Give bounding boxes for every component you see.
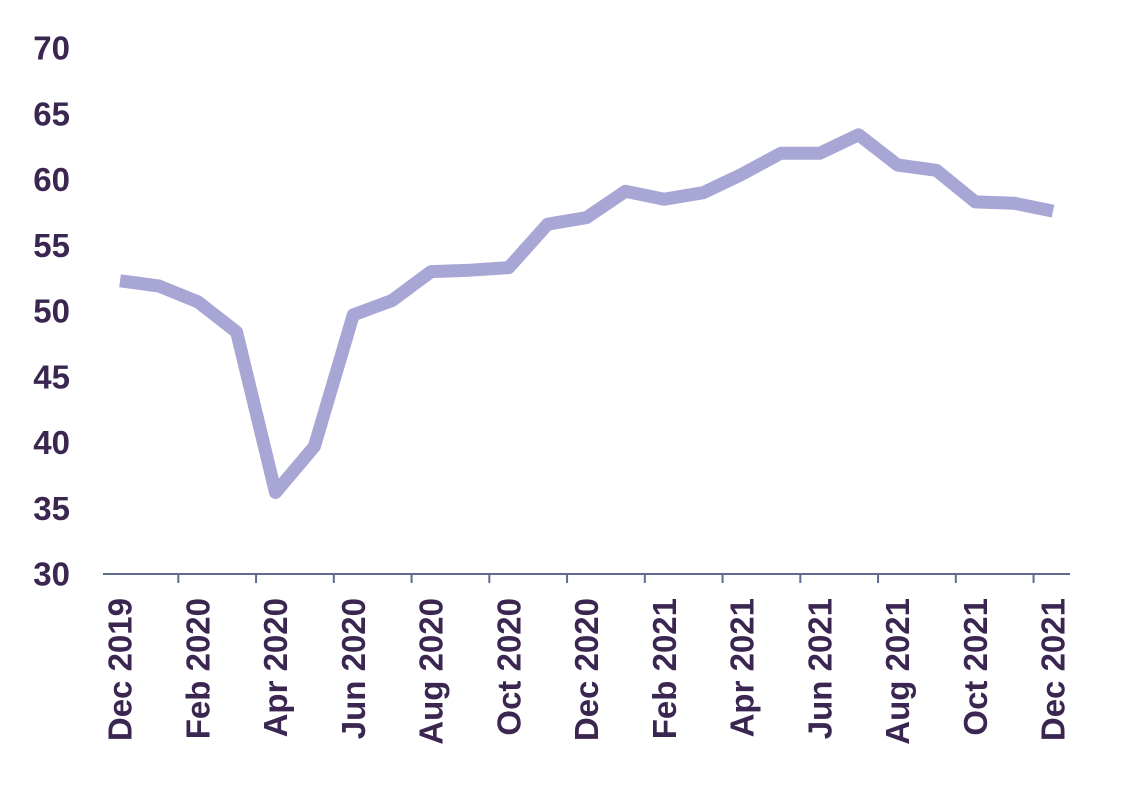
data-point — [892, 159, 904, 171]
y-tick-label: 70 — [33, 30, 70, 67]
x-tick-label: Aug 2021 — [879, 598, 916, 745]
x-tick-label: Dec 2021 — [1035, 598, 1072, 741]
y-tick-label: 50 — [33, 293, 70, 330]
x-tick-labels: Dec 2019 Feb 2020 Apr 2020 Jun 2020 Aug 2020… — [102, 598, 1072, 745]
x-tick-label: Feb 2021 — [646, 598, 683, 739]
x-tick-label: Feb 2020 — [179, 598, 216, 739]
y-tick-label: 45 — [33, 358, 70, 395]
x-tick-marks — [177, 574, 1035, 583]
data-point — [814, 147, 826, 159]
data-point — [775, 147, 787, 159]
x-tick-label: Oct 2021 — [957, 598, 994, 736]
data-point — [425, 266, 437, 278]
data-point — [619, 185, 631, 197]
data-point — [192, 296, 204, 308]
data-point — [853, 129, 865, 141]
x-tick-label: Jun 2020 — [335, 598, 372, 739]
x-tick-label: Jun 2021 — [801, 598, 838, 739]
x-tick-label: Oct 2020 — [490, 598, 527, 736]
data-point — [1047, 205, 1059, 217]
y-tick-label: 60 — [33, 161, 70, 198]
data-point — [503, 262, 515, 274]
x-tick-label: Aug 2020 — [413, 598, 450, 745]
y-tick-label: 65 — [33, 95, 70, 132]
series-line — [119, 128, 1055, 499]
y-tick-label: 30 — [33, 556, 70, 593]
data-point — [386, 294, 398, 306]
x-tick-label: Dec 2019 — [102, 598, 139, 741]
data-point — [697, 187, 709, 199]
series-layer — [114, 128, 1059, 499]
x-tick-label: Apr 2020 — [257, 598, 294, 737]
y-tick-label: 35 — [33, 490, 70, 527]
y-tick-label: 40 — [33, 424, 70, 461]
y-tick-label: 55 — [33, 227, 70, 264]
data-point — [542, 218, 554, 230]
data-point — [308, 440, 320, 452]
data-point — [270, 486, 282, 498]
data-point — [1008, 197, 1020, 209]
data-point — [347, 309, 359, 321]
y-axis: 30 35 40 45 50 55 60 65 70 — [33, 30, 70, 593]
data-point — [153, 280, 165, 292]
data-point — [658, 193, 670, 205]
x-tick-label: Dec 2020 — [568, 598, 605, 741]
data-point — [581, 212, 593, 224]
data-point — [736, 168, 748, 180]
data-point — [114, 275, 126, 287]
data-point — [930, 164, 942, 176]
data-point — [464, 264, 476, 276]
data-point — [969, 196, 981, 208]
data-point — [231, 326, 243, 338]
x-tick-label: Apr 2021 — [724, 598, 761, 737]
